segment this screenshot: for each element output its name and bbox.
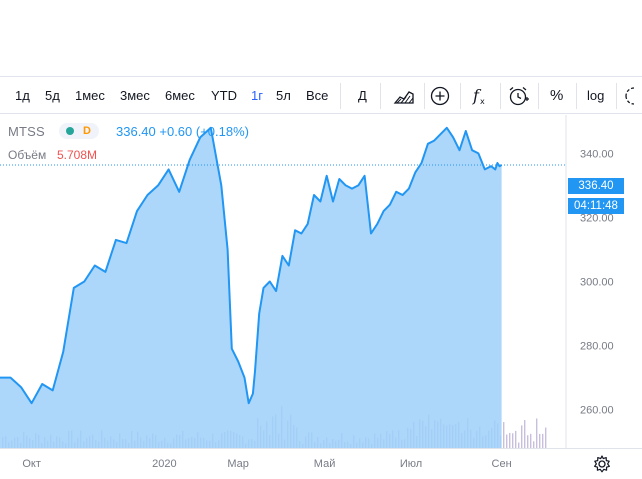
data-badge-letter: D bbox=[83, 125, 91, 137]
countdown-tag: 04:11:48 bbox=[568, 198, 624, 214]
volume-bar bbox=[515, 430, 517, 448]
volume-bar bbox=[506, 434, 508, 448]
x-tick-label: Май bbox=[314, 458, 336, 470]
x-tick-label: 2020 bbox=[152, 458, 176, 470]
range-button[interactable]: 1мес bbox=[75, 88, 105, 103]
x-tick-label: Сен bbox=[492, 458, 512, 470]
date-range-button[interactable]: Д bbox=[358, 88, 367, 103]
volume-bar bbox=[521, 425, 523, 448]
y-tick-label: 260.00 bbox=[580, 405, 614, 417]
settings-gear-icon[interactable] bbox=[592, 454, 612, 474]
symbol-label[interactable]: MTSS bbox=[8, 124, 45, 139]
alert-clock-icon[interactable] bbox=[506, 84, 530, 108]
toolbar-divider bbox=[460, 83, 461, 109]
volume-bar bbox=[545, 427, 547, 448]
range-button[interactable]: 5д bbox=[45, 88, 60, 103]
toolbar-divider bbox=[424, 83, 425, 109]
range-button[interactable]: 1г bbox=[251, 88, 263, 103]
range-button[interactable]: 6мес bbox=[165, 88, 195, 103]
range-button[interactable]: Все bbox=[306, 88, 329, 103]
price-change: 336.40 +0.60 (+0.18%) bbox=[116, 124, 249, 139]
toolbar-divider bbox=[616, 83, 617, 109]
y-tick-label: 340.00 bbox=[580, 148, 614, 160]
y-tick-label: 280.00 bbox=[580, 341, 614, 353]
add-indicator-icon[interactable] bbox=[428, 84, 452, 108]
volume-bar bbox=[512, 433, 514, 448]
toolbar-divider bbox=[380, 83, 381, 109]
range-button[interactable]: YTD bbox=[211, 88, 237, 103]
volume-bar bbox=[530, 433, 532, 448]
y-tick-label: 300.00 bbox=[580, 277, 614, 289]
market-status-dot bbox=[66, 127, 74, 135]
volume-bar bbox=[524, 420, 526, 448]
y-axis: 260.00 280.00 300.00 320.00 340.00 bbox=[565, 115, 614, 448]
range-button[interactable]: 5л bbox=[276, 88, 291, 103]
toolbar-divider bbox=[538, 83, 539, 109]
volume-bar bbox=[533, 441, 535, 448]
price-line bbox=[0, 126, 503, 405]
y-tick-label: 320.00 bbox=[580, 212, 614, 224]
volume-bar bbox=[518, 442, 520, 448]
volume-label: Объём bbox=[8, 148, 47, 162]
volume-bar bbox=[542, 433, 544, 448]
toolbar-divider bbox=[576, 83, 577, 109]
x-tick-label: Окт bbox=[22, 458, 41, 470]
toolbar-divider bbox=[500, 83, 501, 109]
volume-bar bbox=[539, 433, 541, 448]
volume-bar bbox=[509, 432, 511, 448]
volume-bar bbox=[527, 435, 529, 448]
last-price-tag: 336.40 bbox=[568, 178, 624, 194]
log-button[interactable]: log bbox=[587, 88, 605, 103]
status-badge[interactable]: D bbox=[59, 123, 99, 139]
volume-value: 5.708M bbox=[57, 148, 98, 162]
toolbar-divider bbox=[340, 83, 341, 109]
x-tick-label: Мар bbox=[227, 458, 249, 470]
volume-bar bbox=[536, 418, 538, 448]
x-axis: Окт 2020 Мар Май Июл Сен bbox=[0, 448, 642, 470]
range-button[interactable]: 1д bbox=[15, 88, 30, 103]
chart-style-icon[interactable] bbox=[392, 84, 416, 108]
price-area bbox=[0, 127, 502, 449]
svg-text:x: x bbox=[480, 97, 485, 106]
volume-bar bbox=[503, 422, 505, 448]
svg-text:f: f bbox=[472, 86, 482, 105]
percent-button[interactable]: % bbox=[550, 87, 564, 104]
fullscreen-icon[interactable] bbox=[622, 84, 642, 108]
x-tick-label: Июл bbox=[400, 458, 422, 470]
range-button[interactable]: 3мес bbox=[120, 88, 150, 103]
